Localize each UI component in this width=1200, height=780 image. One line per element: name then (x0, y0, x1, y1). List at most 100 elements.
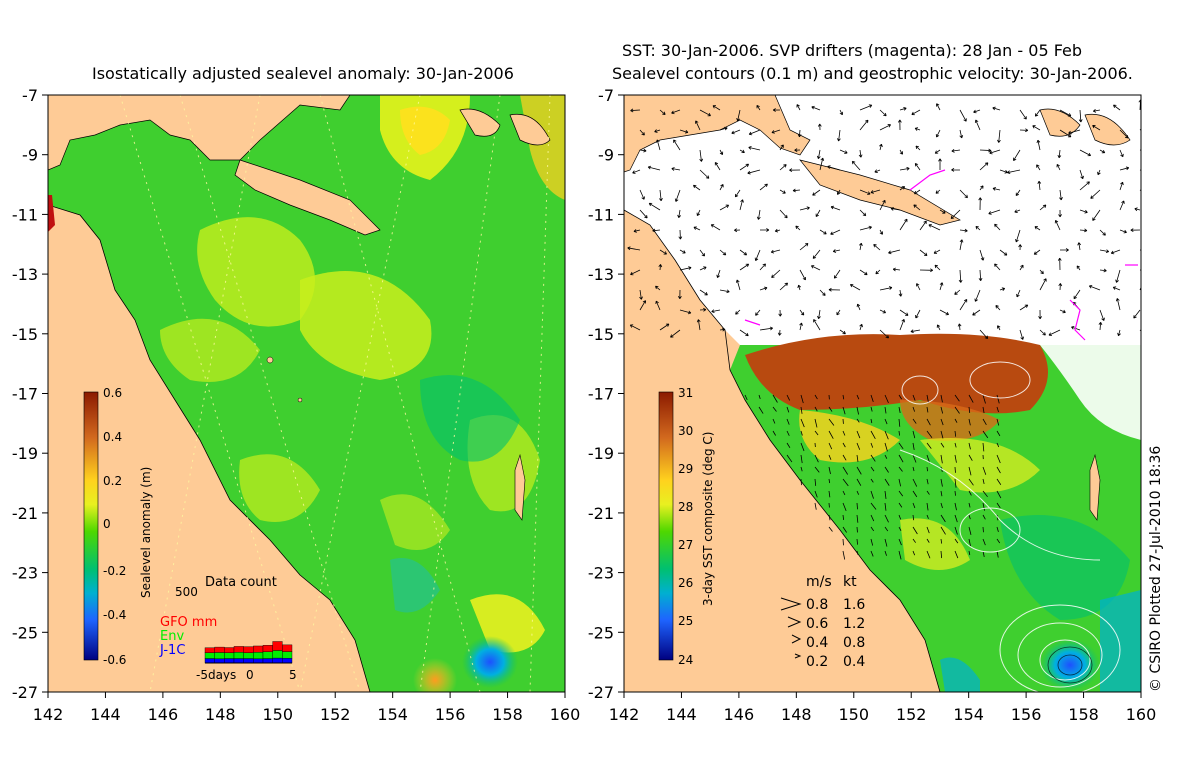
velocity-arrow (890, 206, 901, 211)
velocity-arrow (800, 466, 803, 472)
velocity-legend-kt: 0.4 (843, 654, 865, 670)
velocity-arrow (979, 162, 989, 171)
velocity-legend-kt: 1.2 (843, 616, 865, 632)
velocity-arrow (936, 103, 941, 111)
velocity-arrow (719, 249, 727, 256)
velocity-arrow (912, 442, 915, 450)
velocity-arrow (648, 202, 661, 211)
velocity-arrow (974, 119, 981, 131)
velocity-arrow (940, 514, 946, 523)
velocity-arrow (968, 478, 974, 486)
velocity-arrow (898, 550, 902, 560)
velocity-arrow (914, 127, 921, 131)
velocity-arrow (800, 430, 803, 436)
y-tick-label: -13 (588, 265, 614, 284)
left-colorbar-tick: 0.2 (103, 474, 122, 488)
velocity-arrow (1112, 286, 1121, 291)
x-tick-label: 142 (33, 705, 64, 724)
velocity-arrow (888, 249, 901, 255)
velocity-arrow (1059, 109, 1072, 117)
velocity-arrow (870, 394, 874, 402)
velocity-arrow (639, 129, 645, 136)
velocity-arrow (940, 478, 943, 487)
velocity-arrow (912, 538, 916, 543)
velocity-arrow (982, 406, 985, 414)
velocity-arrow (1019, 304, 1029, 311)
velocity-arrow (870, 442, 874, 448)
velocity-arrow (735, 309, 741, 315)
velocity-arrow (982, 478, 985, 485)
velocity-arrow (693, 226, 701, 231)
velocity-arrow (739, 263, 750, 271)
velocity-arrow (833, 269, 841, 279)
y-tick-label: -19 (12, 444, 38, 463)
velocity-arrow (744, 394, 748, 401)
velocity-arrow (996, 418, 1000, 426)
x-tick-label: 142 (609, 705, 640, 724)
velocity-arrow (673, 139, 681, 151)
velocity-arrow (992, 187, 1001, 191)
x-tick-label: 156 (1011, 705, 1042, 724)
velocity-arrow (777, 329, 782, 336)
velocity-arrow (859, 225, 872, 231)
velocity-arrow (1078, 109, 1083, 123)
velocity-arrow (842, 526, 847, 533)
data-count-bar-j1c (272, 657, 283, 664)
velocity-arrow (719, 289, 730, 294)
velocity-arrow (913, 204, 921, 211)
left-colorbar-tick: 0.6 (103, 386, 122, 400)
velocity-arrow (996, 406, 999, 413)
velocity-arrow (1015, 229, 1021, 243)
velocity-legend-ms: 0.4 (806, 635, 828, 651)
data-count-axis-label: 0 (246, 668, 254, 682)
left-colorbar-tick: -0.4 (103, 608, 126, 622)
velocity-arrow (940, 538, 943, 544)
velocity-arrow (940, 406, 944, 414)
velocity-arrow (813, 319, 821, 331)
velocity-arrow (982, 490, 988, 498)
left-colorbar-tick: 0.4 (103, 430, 122, 444)
velocity-arrow (996, 430, 1001, 437)
velocity-arrow (959, 228, 968, 233)
velocity-arrow (814, 478, 817, 486)
velocity-arrow (935, 129, 941, 138)
velocity-arrow (842, 514, 845, 520)
velocity-arrow (778, 309, 783, 317)
velocity-arrow (968, 550, 971, 556)
left-colorbar-tick: 0 (103, 517, 111, 531)
velocity-arrow (954, 418, 958, 423)
velocity-arrow (814, 490, 818, 498)
velocity-arrow (959, 189, 968, 199)
velocity-arrow (926, 478, 929, 485)
velocity-arrow (988, 209, 1001, 215)
velocity-arrow (632, 169, 641, 174)
svp-drifter-tracks (744, 169, 1138, 341)
velocity-arrow (898, 526, 902, 531)
velocity-arrow (756, 104, 761, 111)
velocity-legend-kt: 1.6 (843, 597, 865, 613)
velocity-arrow (897, 119, 902, 131)
velocity-arrow (856, 466, 862, 475)
velocity-arrow (1119, 129, 1129, 139)
data-count-axis-label: 5 (289, 668, 297, 682)
velocity-arrow (879, 199, 886, 211)
velocity-arrow (692, 184, 701, 191)
velocity-arrow (771, 269, 781, 278)
velocity-arrow (796, 104, 801, 111)
velocity-arrow (754, 249, 761, 261)
velocity-arrow (639, 189, 645, 200)
velocity-arrow (982, 430, 989, 439)
data-count-bar-gfo (224, 647, 235, 653)
data-count-bar-j1c (224, 658, 235, 664)
velocity-arrow (842, 478, 849, 487)
velocity-arrow (898, 466, 903, 472)
velocity-arrow (814, 394, 818, 400)
velocity-arrow (926, 538, 930, 543)
velocity-arrow (748, 129, 761, 136)
velocity-arrow (982, 550, 985, 558)
velocity-arrow (772, 406, 777, 412)
data-count-bar-j1c (204, 658, 215, 664)
velocity-arrow (954, 514, 958, 523)
velocity-arrow (926, 490, 930, 495)
velocity-arrow (870, 454, 876, 462)
